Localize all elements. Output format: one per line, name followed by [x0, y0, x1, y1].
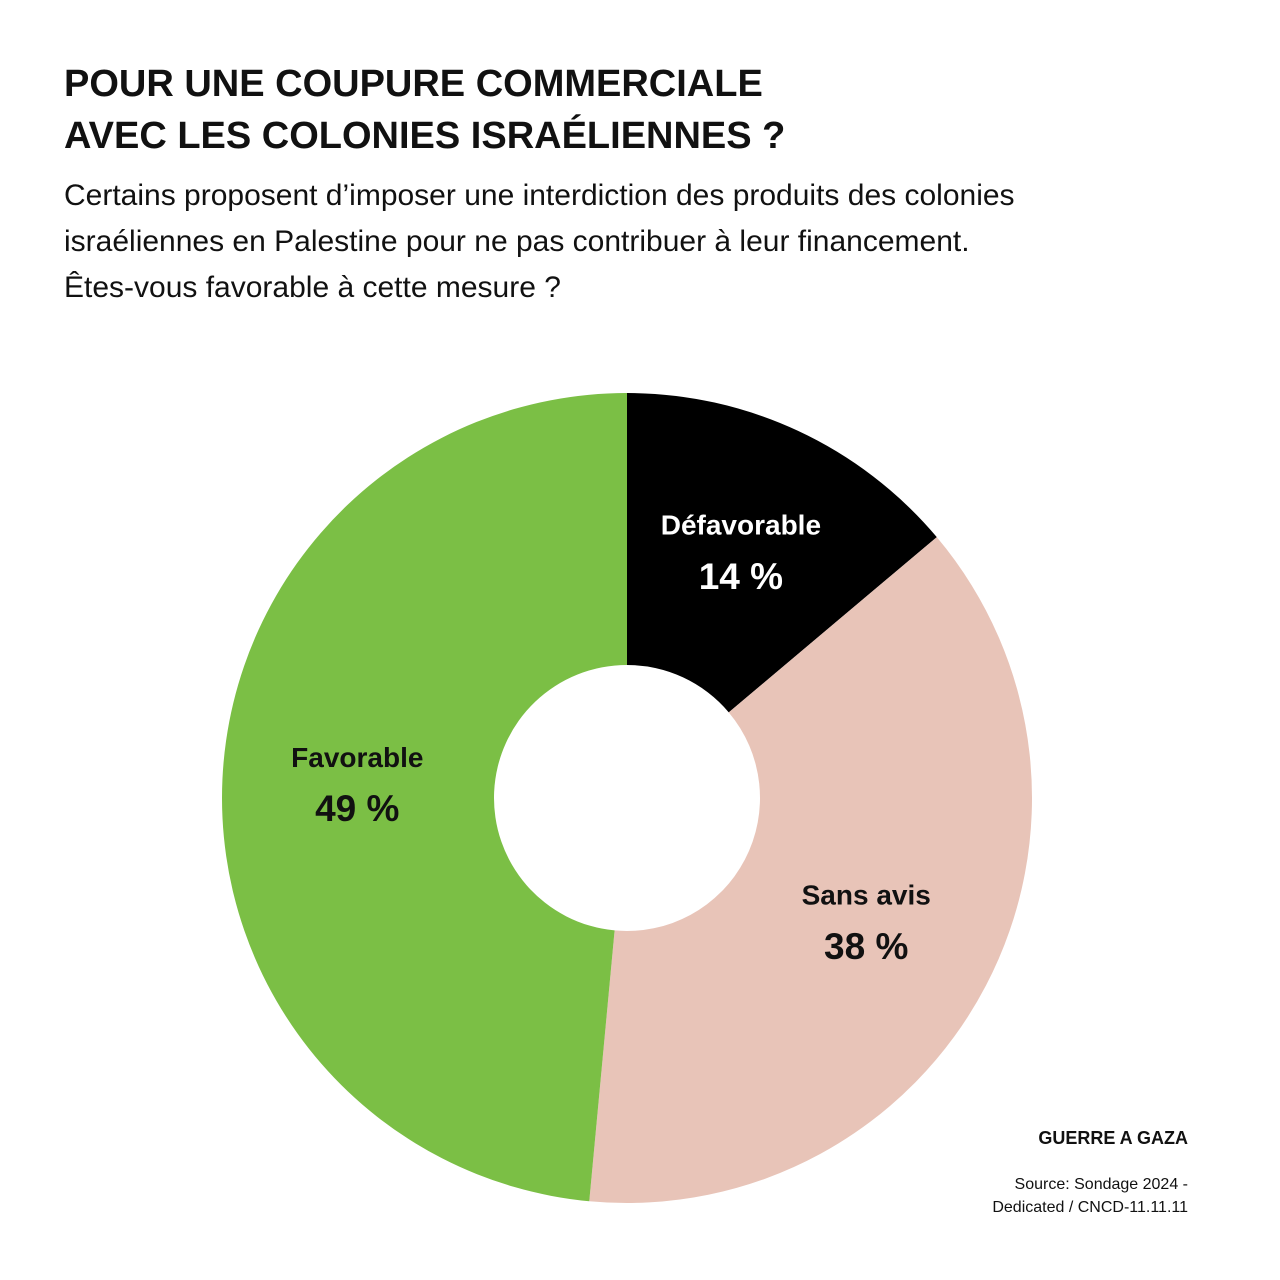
donut-slice: [627, 393, 937, 713]
source: Dedicated / CNCD-11.11.11: [992, 1199, 1188, 1216]
slice-label: Sans avis: [802, 880, 931, 911]
tag: GUERRE A GAZA: [1038, 1128, 1188, 1148]
chart-subtitle: israéliennes en Palestine pour ne pas co…: [64, 225, 970, 258]
value-label: 38 %: [824, 926, 908, 967]
chart-subtitle: Certains proposent d’imposer une interdi…: [64, 179, 1015, 212]
donut-slice: [221, 393, 627, 1202]
value-label: 14 %: [699, 556, 783, 597]
chart-subtitle: Êtes-vous favorable à cette mesure ?: [64, 271, 561, 304]
slice-label: Favorable: [291, 742, 423, 773]
donut-slice: [589, 537, 1033, 1203]
value-label: 49 %: [315, 788, 399, 829]
source: Source: Sondage 2024 -: [1015, 1176, 1188, 1193]
slice-label: Défavorable: [661, 510, 821, 541]
chart-title: POUR UNE COUPURE COMMERCIALE: [64, 63, 763, 105]
chart-title: AVEC LES COLONIES ISRAÉLIENNES ?: [64, 113, 785, 157]
